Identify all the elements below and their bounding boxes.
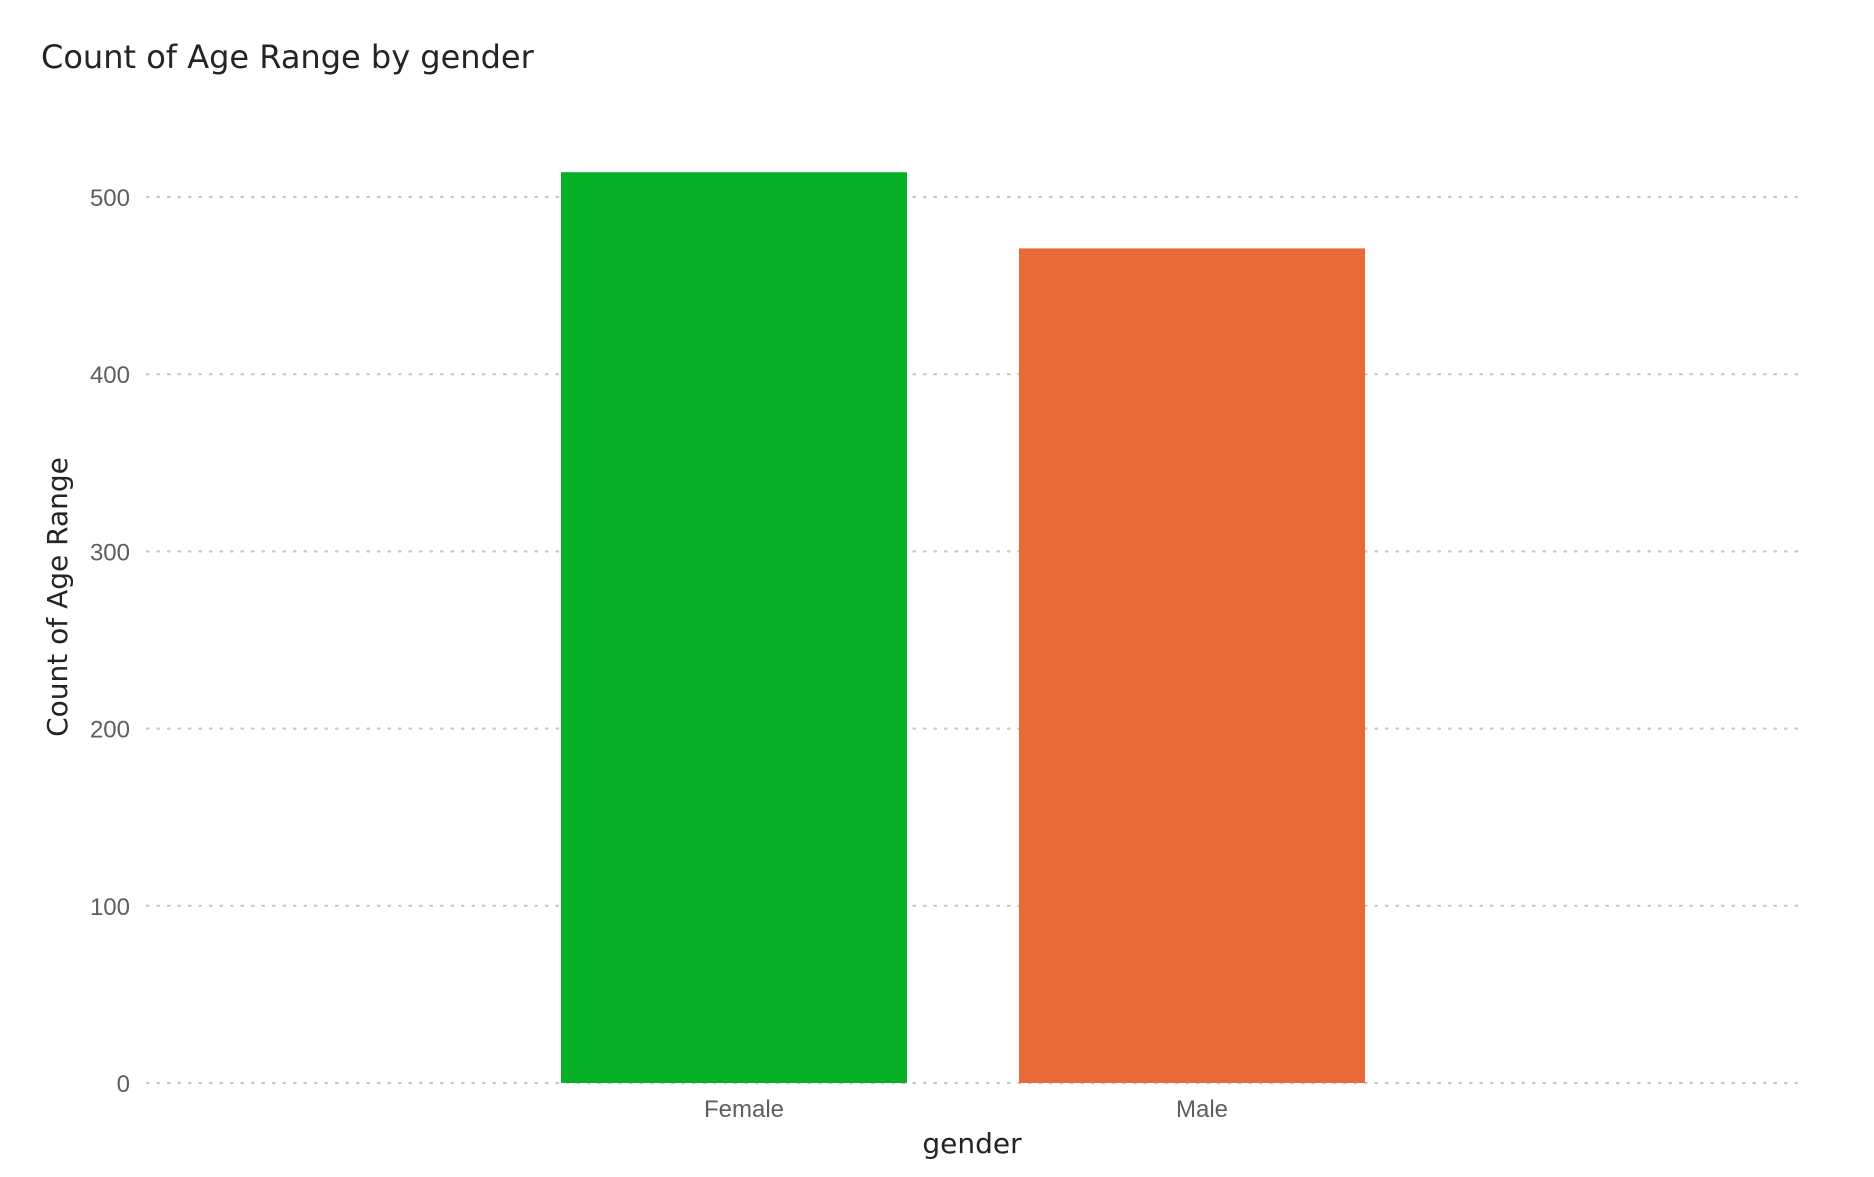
y-tick-label: 500 <box>90 185 130 212</box>
y-tick-label: 200 <box>90 717 130 744</box>
chart-title: Count of Age Range by gender <box>41 38 534 76</box>
bar-male[interactable] <box>1019 248 1365 1083</box>
y-axis-ticks: 0 100 200 300 400 500 <box>90 185 130 1098</box>
bars <box>561 172 1365 1083</box>
y-axis-title: Count of Age Range <box>41 457 74 737</box>
y-tick-label: 100 <box>90 894 130 921</box>
y-tick-label: 400 <box>90 362 130 389</box>
x-tick-label: Female <box>704 1096 784 1123</box>
x-axis-ticks: Female Male <box>704 1096 1228 1123</box>
bar-female[interactable] <box>561 172 907 1083</box>
x-tick-label: Male <box>1176 1096 1228 1123</box>
y-tick-label: 300 <box>90 539 130 566</box>
y-tick-label: 0 <box>117 1071 130 1098</box>
gridlines <box>145 195 1799 1085</box>
x-axis-title: gender <box>922 1127 1022 1160</box>
